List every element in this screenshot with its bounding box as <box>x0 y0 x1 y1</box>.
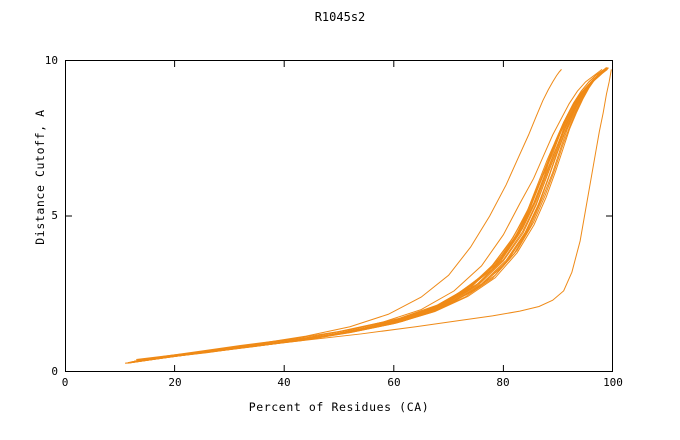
y-tick-label-0: 0 <box>51 365 58 378</box>
series-line <box>127 69 604 363</box>
series-line <box>128 69 602 362</box>
x-tick-label-0: 0 <box>61 376 69 389</box>
y-axis-label: Distance Cutoff, A <box>33 109 47 245</box>
series-line <box>136 69 611 359</box>
y-tick-label-10: 10 <box>44 54 58 67</box>
page-title: R1045s2 <box>314 10 366 24</box>
x-tick-label-80: 80 <box>496 376 510 389</box>
y-tick-label-5: 5 <box>51 209 58 222</box>
x-tick-label-100: 100 <box>603 376 623 389</box>
x-axis-label: Percent of Residues (CA) <box>248 400 430 414</box>
axis-ticks <box>65 60 613 372</box>
plot-area <box>65 60 613 372</box>
x-tick-label-40: 40 <box>277 376 291 389</box>
series-group <box>125 67 611 363</box>
x-tick-label-20: 20 <box>168 376 182 389</box>
series-line <box>132 68 608 362</box>
x-tick-label-60: 60 <box>387 376 401 389</box>
series-line <box>133 68 607 362</box>
series-line <box>125 69 561 363</box>
